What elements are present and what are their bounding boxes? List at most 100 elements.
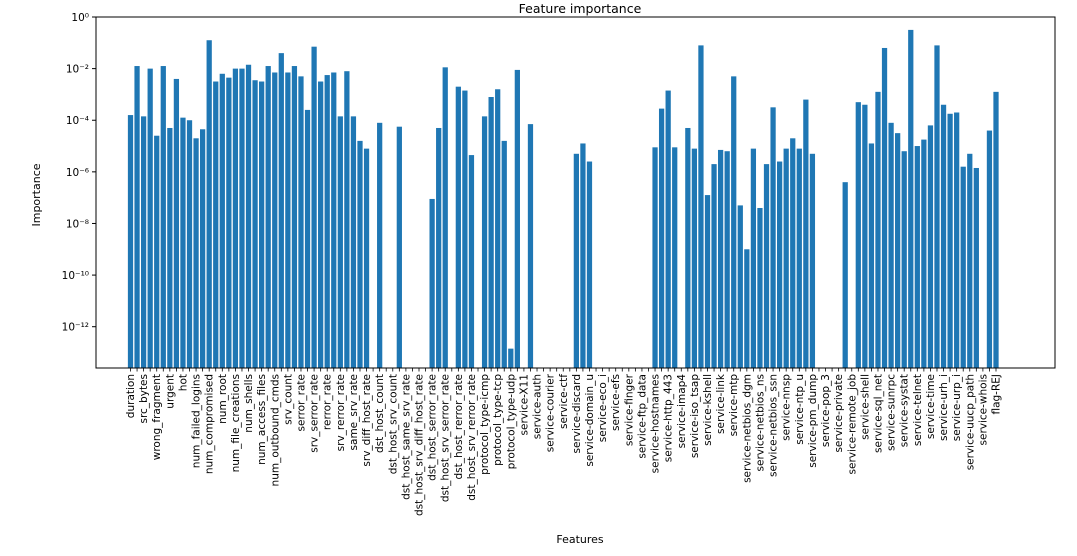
bar-logged_in-1 — [921, 140, 926, 368]
bar-flag-S3 — [882, 48, 887, 368]
bar-srv_rerror_rate — [259, 82, 264, 368]
bar-dst_host_same_src_port_rate — [311, 47, 316, 368]
bar-dst_bytes — [141, 116, 146, 368]
x-tick-label: dst_host_count — [374, 374, 386, 453]
bar-132 — [993, 92, 998, 368]
x-tick-label: service-netbios_ssn — [768, 374, 780, 477]
bar-dst_host_same_srv_rate — [298, 76, 303, 368]
bar-service-telnet — [764, 164, 769, 368]
bar-service-tim_i — [777, 162, 782, 368]
x-tick-label: service-netbios_ns — [754, 374, 766, 471]
bar-flag-S2 — [875, 92, 880, 368]
bar-service-auth — [397, 127, 402, 368]
x-tick-label: service-whois — [977, 374, 989, 445]
x-tick-label: num_root — [217, 374, 229, 424]
bar-root_shell-0 — [928, 125, 933, 368]
x-tick-label: service-shell — [859, 374, 871, 440]
x-tick-label: service-courier — [545, 373, 557, 452]
y-axis-label: Importance — [30, 163, 43, 226]
bar-dst_host_count — [285, 72, 290, 368]
bar-count — [226, 78, 231, 368]
bar-land — [148, 69, 153, 368]
x-tick-label: dst_host_srv_serror_rate — [440, 374, 452, 502]
bar-flag-S0 — [862, 105, 867, 368]
x-tick-label: srv_count — [282, 374, 294, 425]
bar-service-ntp_u — [652, 147, 657, 368]
x-tick-label: dst_host_serror_rate — [427, 374, 439, 481]
bar-service-ecr_i — [469, 155, 474, 368]
x-tick-label: service-imap4 — [676, 374, 688, 449]
bar-service-pop_2 — [672, 147, 677, 368]
bar-service-time — [784, 149, 789, 368]
x-tick-label: service-http_443 — [663, 374, 675, 462]
bar-131 — [987, 131, 992, 368]
bar-rerror_rate — [252, 80, 257, 368]
bar-service-gopher — [508, 349, 513, 368]
bar-urgent — [161, 66, 166, 368]
y-tick-label: 10⁻¹⁰ — [62, 270, 89, 282]
bar-dst_host_srv_serror_rate — [331, 72, 336, 368]
bar-service-sql_net — [731, 76, 736, 368]
x-tick-label: service-pop_3 — [820, 374, 832, 447]
bar-num_compromised — [180, 118, 185, 368]
bar-num_outbound_cmds — [220, 74, 225, 368]
bar-service-sunrpc — [744, 249, 749, 368]
bar-service-echo — [456, 87, 461, 368]
x-tick-label: service-private — [833, 374, 845, 453]
bar-service-harvest — [515, 70, 520, 368]
x-tick-label: num_access_files — [256, 374, 268, 465]
y-tick-label: 10⁻⁴ — [66, 115, 89, 127]
bar-protocol_type-tcp — [357, 141, 362, 368]
bar-service-other — [659, 109, 664, 368]
bar-num_shells — [207, 40, 212, 368]
bar-service-printer — [685, 128, 690, 368]
bar-src_bytes — [134, 66, 139, 368]
bar-service-uucp_path — [810, 154, 815, 368]
bar-num_failed_logins — [174, 79, 179, 368]
x-tick-label: service-iso_tsap — [689, 374, 701, 458]
x-tick-label: protocol_type-icmp — [479, 374, 491, 475]
x-tick-label: service-kshell — [702, 374, 714, 446]
x-tick-label: service-urh_i — [938, 374, 950, 441]
bar-service-ldap — [580, 143, 585, 368]
bar-is_host_login-1 — [967, 154, 972, 368]
x-tick-label: num_file_creations — [230, 374, 242, 472]
x-tick-label: wrong_fragment — [151, 374, 163, 460]
y-tick-label: 10⁻² — [66, 64, 89, 76]
bar-service-supdup — [751, 149, 756, 368]
bar-service-exec — [482, 116, 487, 368]
y-tick-label: 10⁻⁶ — [66, 167, 89, 179]
x-tick-label: service-ctf — [558, 374, 570, 429]
bar-service-systat — [757, 208, 762, 368]
bar-dst_host_serror_rate — [325, 75, 330, 368]
y-tick-label: 10⁻⁸ — [66, 218, 89, 230]
x-tick-label: service-netbios_dgm — [741, 374, 753, 483]
bar-land-0 — [902, 151, 907, 368]
x-tick-label: dst_host_srv_count — [387, 374, 399, 474]
x-tick-label: service-eco_i — [597, 374, 609, 442]
x-tick-label: protocol_type-tcp — [492, 374, 504, 466]
bar-service-urp_i — [797, 149, 802, 368]
x-tick-label: service-uucp_path — [964, 374, 976, 470]
bar-service-ftp — [495, 89, 500, 368]
bars-group — [128, 30, 999, 368]
bar-flag-SH — [895, 133, 900, 368]
x-tick-label: service-pm_dump — [807, 374, 819, 468]
bar-is_host_login-0 — [961, 167, 966, 368]
bar-service-urh_i — [790, 138, 795, 368]
bar-flag-RSTR — [856, 102, 861, 368]
x-tick-label: service-link — [715, 373, 727, 434]
chart-title: Feature importance — [519, 1, 642, 16]
bar-service-discard — [436, 128, 441, 368]
x-tick-label: src_bytes — [138, 374, 150, 424]
bar-service-http — [528, 124, 533, 368]
x-tick-label: srv_diff_host_rate — [361, 374, 373, 467]
x-tick-label: service-sunrpc — [886, 374, 898, 451]
x-tick-label: dst_host_same_srv_rate — [400, 374, 412, 500]
bar-duration — [128, 115, 133, 368]
x-tick-label: flag-REJ — [991, 374, 1003, 415]
x-tick-label: serror_rate — [295, 374, 307, 431]
x-tick-label: service-domain_u — [584, 374, 596, 467]
bar-su_attempted-0 — [941, 105, 946, 368]
bar-land-1 — [908, 30, 913, 368]
